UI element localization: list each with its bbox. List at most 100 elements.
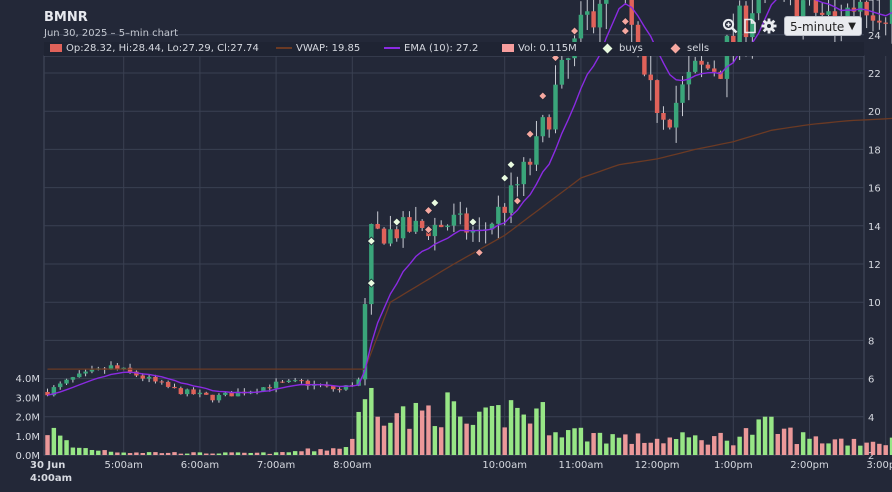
candle-body [235, 391, 241, 397]
candle-body [216, 394, 222, 401]
price-tick-label: 26 [868, 0, 881, 4]
price-tick-label: 12 [868, 260, 881, 271]
volume-bar [261, 452, 266, 455]
volume-bar [654, 438, 660, 455]
volume-bar [413, 402, 419, 455]
candle-body [57, 383, 63, 388]
volume-bar [642, 442, 647, 455]
candle-body [223, 392, 228, 395]
interval-value: 5-minute [790, 20, 845, 34]
time-tick-label: 12:00pm [635, 460, 680, 471]
volume-bar [807, 438, 812, 455]
candle-body [813, 0, 819, 13]
volume-bar [369, 387, 374, 455]
gear-icon[interactable] [761, 18, 777, 34]
candle-body [292, 380, 298, 382]
volume-bar [64, 440, 69, 455]
candle-body [642, 54, 647, 75]
volume-bar [445, 392, 450, 455]
buy-marker [366, 278, 376, 288]
candle-body [381, 228, 387, 244]
candle-body [121, 367, 126, 369]
candle-body [673, 102, 679, 128]
volume-bar [210, 453, 215, 455]
volume-bar [832, 439, 838, 455]
legend-vwap: VWAP: 19.85 [276, 42, 360, 56]
candle-body [870, 15, 876, 21]
candle-body [280, 381, 285, 383]
volume-bar [604, 443, 609, 455]
sell-marker [512, 196, 522, 206]
buy-diamond-icon [602, 43, 613, 53]
candle-body [337, 389, 342, 391]
candle-body [819, 12, 825, 15]
candle-body [261, 387, 266, 392]
candle-body [134, 371, 139, 376]
volume-bar [775, 433, 780, 455]
volume-bar [223, 452, 228, 455]
candle-body [705, 64, 711, 69]
interval-select[interactable]: 5-minute ▼ [784, 16, 862, 36]
document-icon[interactable] [742, 18, 758, 34]
candle-body [229, 392, 234, 397]
volume-bar [616, 437, 622, 455]
candle-body [731, 35, 736, 44]
volume-bar [845, 445, 850, 455]
volume-bar [686, 437, 692, 455]
volume-bar [204, 453, 209, 455]
candle-body [204, 392, 209, 395]
volume-bar [508, 400, 514, 455]
price-tick-label: 8 [868, 336, 874, 347]
volume-bar [324, 450, 330, 455]
buy-marker [506, 160, 516, 170]
volume-bar [400, 406, 406, 455]
volume-bar [318, 449, 323, 455]
chevron-down-icon: ▼ [848, 21, 856, 32]
candle-body [858, 1, 863, 12]
volume-bar [254, 452, 260, 455]
candle-body [508, 185, 514, 213]
candle-body [64, 379, 69, 384]
candle-body [108, 365, 114, 370]
candle-body [686, 71, 692, 85]
volume-bar [127, 453, 133, 455]
sell-marker [474, 247, 484, 258]
volume-tick-label: 0.0M [15, 451, 40, 462]
time-tick-label: 10:00am [482, 460, 527, 471]
volume-bar [781, 428, 787, 455]
price-tick-label: 10 [868, 298, 881, 309]
volume-bar [839, 438, 844, 455]
price-tick-label: 6 [868, 375, 874, 386]
candle-body [343, 385, 349, 390]
volume-bar [331, 448, 336, 455]
volume-bar [597, 432, 603, 455]
volume-bar [800, 432, 806, 455]
candle-body [191, 389, 196, 395]
candle-body [597, 3, 603, 28]
time-tick-label: 30 Jun [30, 460, 65, 471]
chart-subtitle: Jun 30, 2025 – 5–min chart [44, 28, 179, 39]
volume-bar [724, 440, 730, 455]
zoom-in-icon[interactable] [722, 18, 738, 34]
volume-tick-label: 4.0M [15, 374, 40, 385]
volume-bar [381, 425, 387, 455]
candle-body [546, 117, 552, 130]
legend-ema-text: EMA (10): 27.2 [404, 43, 479, 54]
volume-bar [216, 453, 222, 455]
candle-body [369, 223, 374, 305]
candle-body [521, 161, 526, 185]
buy-marker [500, 173, 510, 183]
volume-bar [292, 451, 298, 455]
candle-body [172, 386, 177, 389]
candle-body [407, 217, 412, 232]
volume-bar [858, 445, 863, 455]
chart-legend: Op:28.32, Hi:28.44, Lo:27.29, Cl:27.74 V… [44, 42, 864, 56]
legend-sells: sells [670, 42, 709, 56]
volume-bar [819, 443, 825, 455]
candle-body [184, 389, 190, 395]
sell-marker [620, 26, 630, 36]
volume-bar [362, 399, 368, 455]
volume-bar [883, 445, 888, 455]
sell-marker [569, 26, 580, 36]
